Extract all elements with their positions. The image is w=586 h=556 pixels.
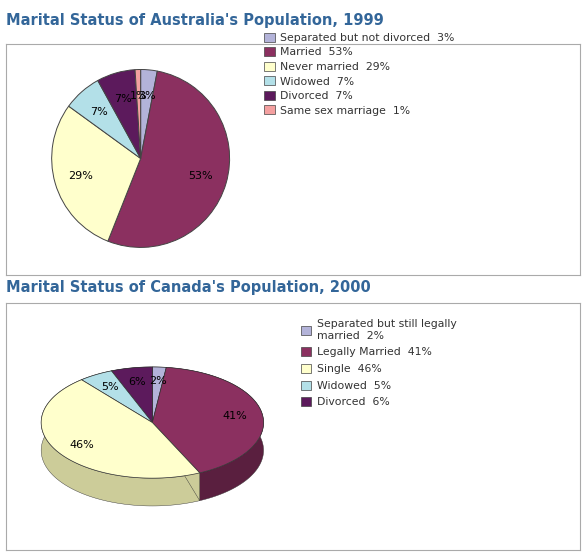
Polygon shape <box>152 423 200 500</box>
Text: 6%: 6% <box>128 376 145 386</box>
Polygon shape <box>81 371 152 423</box>
Polygon shape <box>111 367 152 399</box>
Polygon shape <box>111 367 152 423</box>
Text: Marital Status of Australia's Population, 1999: Marital Status of Australia's Population… <box>6 13 384 28</box>
Polygon shape <box>41 380 200 506</box>
Text: 29%: 29% <box>69 171 93 181</box>
Polygon shape <box>41 380 200 478</box>
Polygon shape <box>152 367 166 423</box>
Polygon shape <box>81 371 111 408</box>
Text: 7%: 7% <box>91 107 108 117</box>
Wedge shape <box>52 106 141 241</box>
Text: 2%: 2% <box>149 376 166 386</box>
Text: 7%: 7% <box>114 93 132 103</box>
Wedge shape <box>98 70 141 158</box>
Text: 53%: 53% <box>188 171 213 181</box>
Wedge shape <box>141 70 157 158</box>
Text: 46%: 46% <box>70 440 94 450</box>
Text: 41%: 41% <box>222 411 247 421</box>
Polygon shape <box>152 423 200 500</box>
Polygon shape <box>81 380 152 423</box>
Text: 5%: 5% <box>101 381 119 391</box>
Text: Marital Status of Canada's Population, 2000: Marital Status of Canada's Population, 2… <box>6 280 370 295</box>
Legend: Separated but still legally
married  2%, Legally Married  41%, Single  46%, Wido: Separated but still legally married 2%, … <box>298 317 459 410</box>
Polygon shape <box>152 368 166 423</box>
Polygon shape <box>111 371 152 423</box>
Polygon shape <box>166 368 264 500</box>
Polygon shape <box>81 380 152 423</box>
Text: 1%: 1% <box>130 91 148 101</box>
Polygon shape <box>152 367 166 395</box>
Legend: Separated but not divorced  3%, Married  53%, Never married  29%, Widowed  7%, D: Separated but not divorced 3%, Married 5… <box>262 31 456 118</box>
Polygon shape <box>152 368 264 473</box>
Wedge shape <box>108 71 230 247</box>
Wedge shape <box>69 81 141 158</box>
Wedge shape <box>135 70 141 158</box>
Polygon shape <box>111 371 152 423</box>
Text: 3%: 3% <box>138 92 155 101</box>
Polygon shape <box>152 368 166 423</box>
